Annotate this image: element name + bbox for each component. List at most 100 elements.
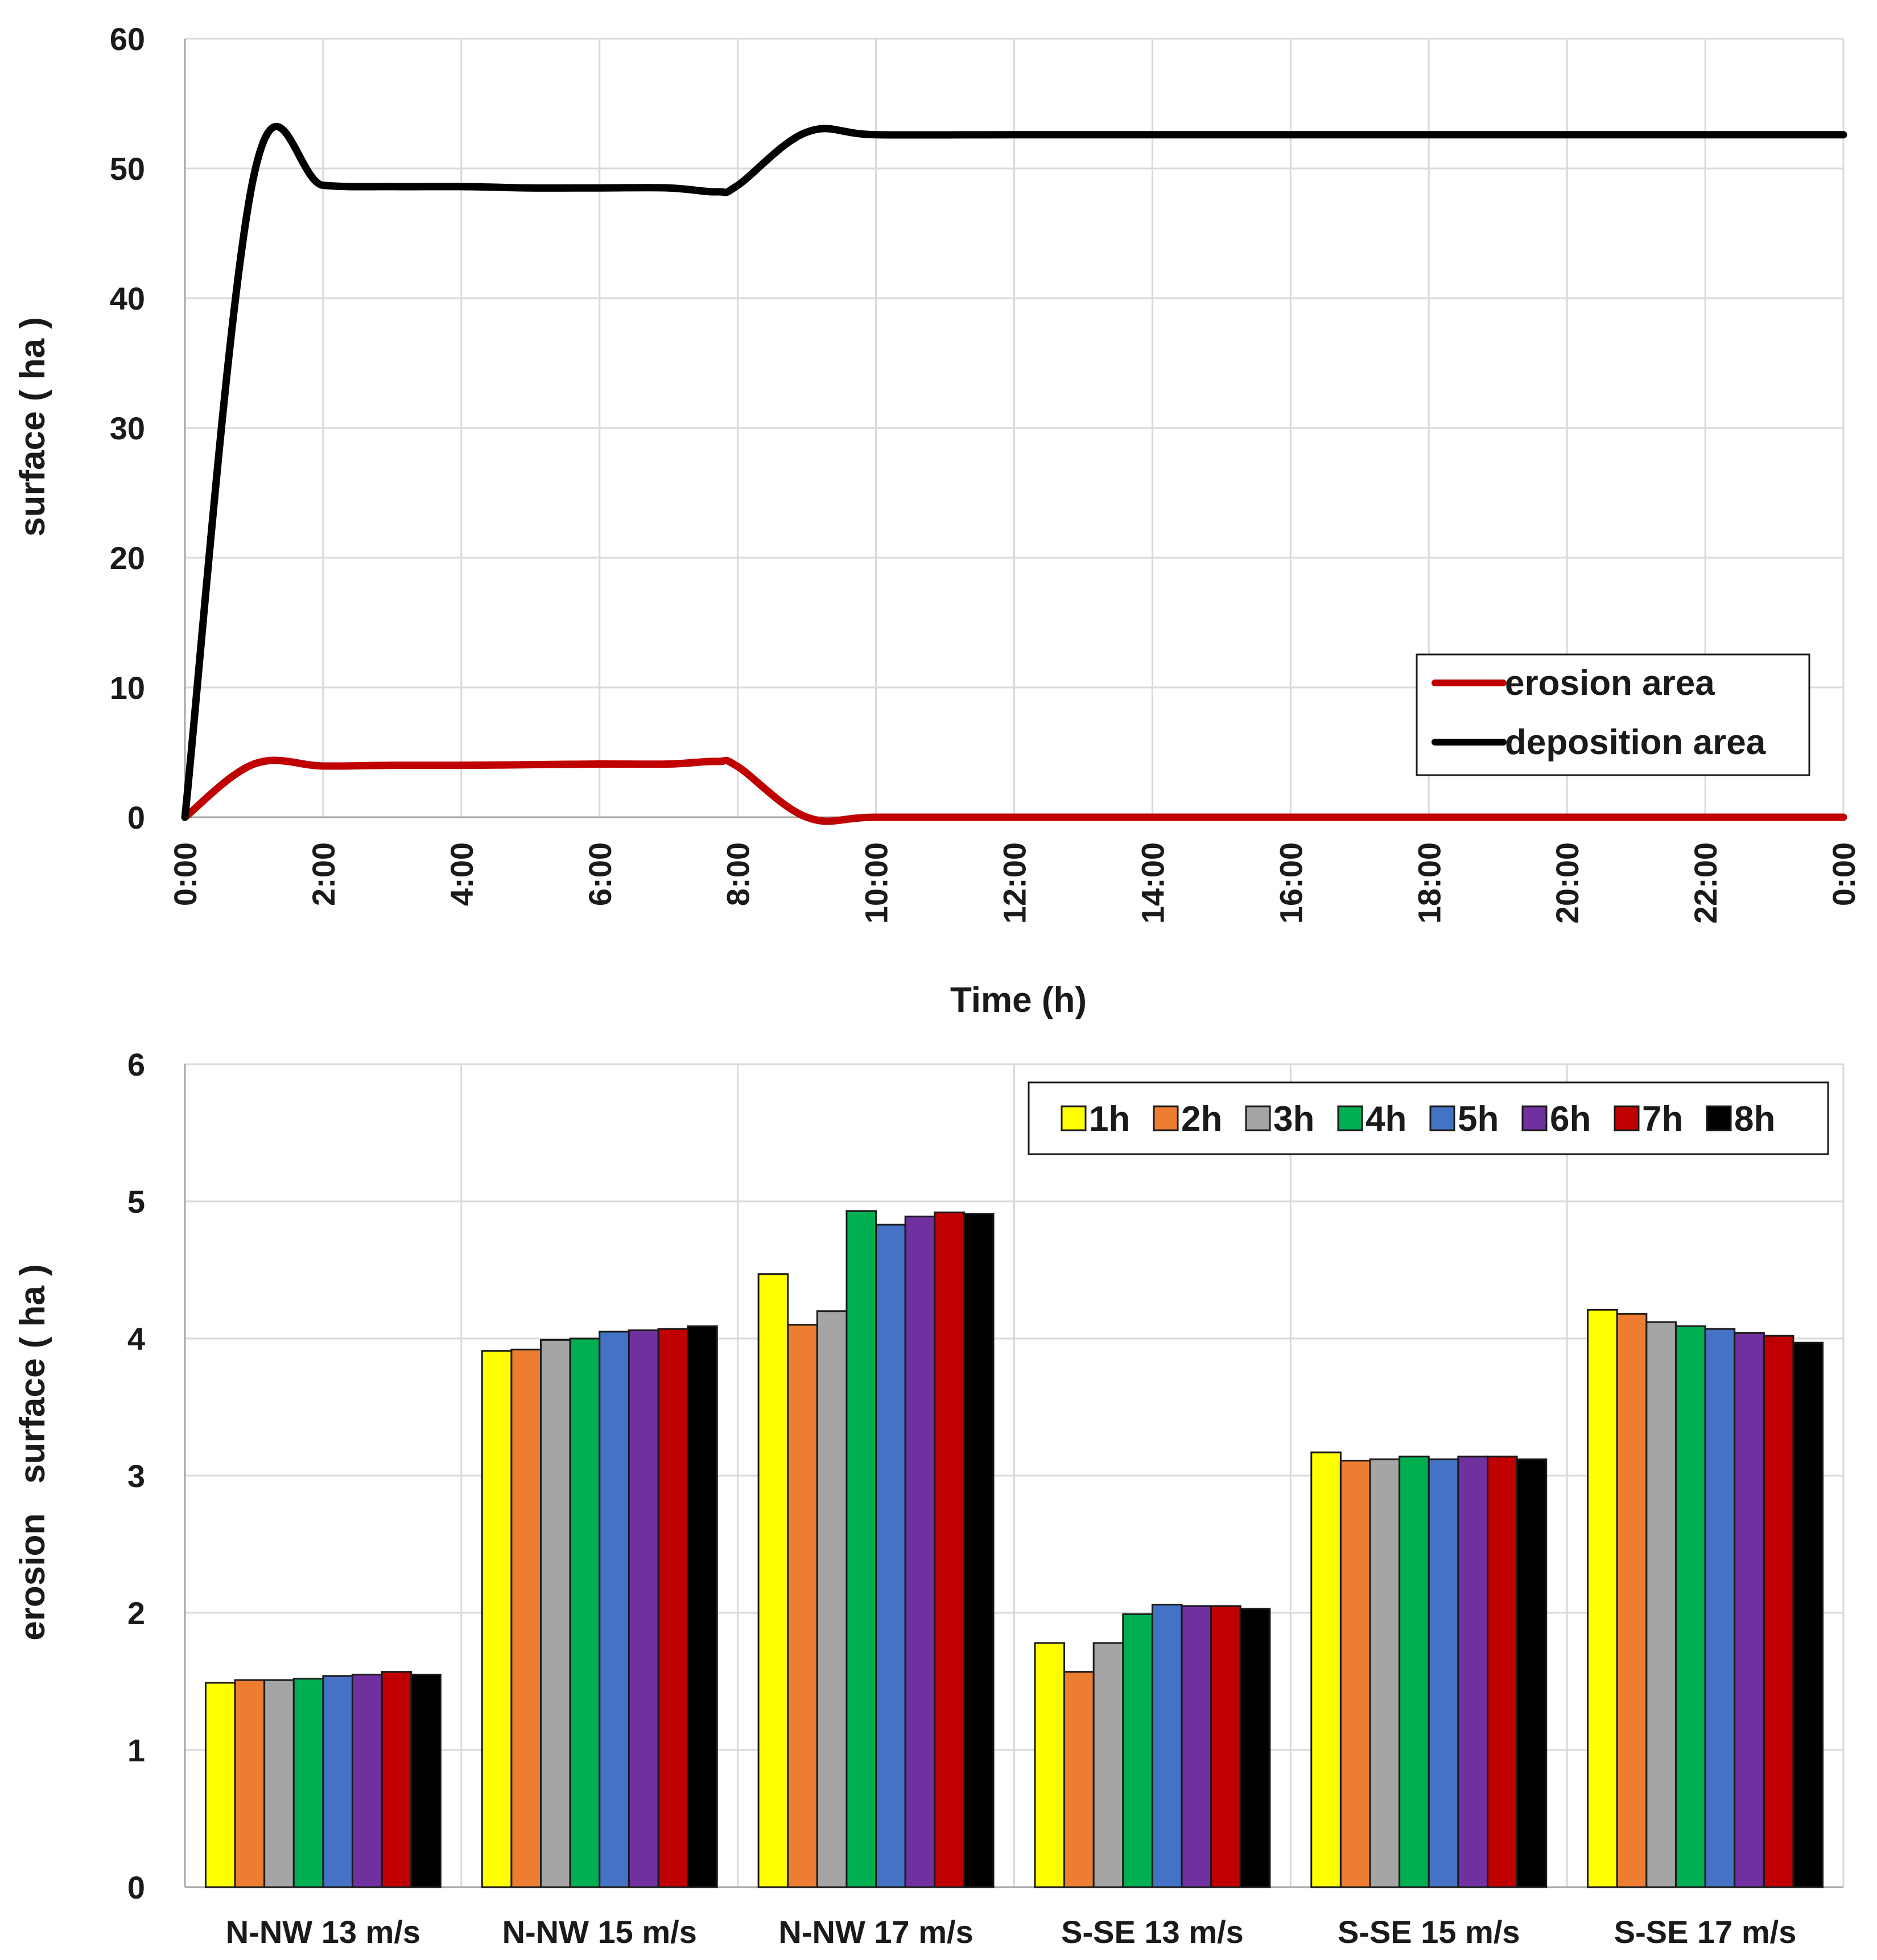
bar-s-se-15-m-s-6h [1457, 1455, 1488, 1888]
legend-label-2h: 2h [1181, 1100, 1222, 1139]
legend-label-6h: 6h [1550, 1100, 1591, 1139]
bar-s-se-13-m-s-1h [1034, 1642, 1066, 1888]
bar-s-se-17-m-s-8h [1792, 1341, 1824, 1888]
bar-n-nw-17-m-s-6h [904, 1216, 936, 1888]
bar-n-nw-17-m-s-4h [845, 1210, 877, 1888]
bar-s-se-15-m-s-3h [1369, 1458, 1401, 1888]
x-tick-label: 14:00 [1135, 842, 1170, 924]
legend-label-8h: 8h [1734, 1100, 1775, 1139]
y-tick-label: 0 [127, 800, 145, 835]
bar-chart-category-labels: N-NW 13 m/s N-NW 15 m/s N-NW 17 m/s S-SE 13… [226, 1914, 1797, 1950]
y-tick-label: 20 [110, 540, 145, 576]
x-tick-label: 10:00 [859, 842, 894, 924]
bar-n-nw-15-m-s-1h [481, 1350, 513, 1888]
bar-s-se-17-m-s-5h [1704, 1328, 1736, 1888]
bar-s-se-15-m-s-5h [1428, 1458, 1459, 1888]
legend-swatch-8h [1706, 1105, 1732, 1131]
bar-s-se-13-m-s-6h [1181, 1605, 1212, 1888]
x-tick-label: 18:00 [1411, 842, 1447, 924]
bar-chart-axes [184, 1064, 1843, 1888]
bar-s-se-13-m-s-2h [1063, 1671, 1095, 1888]
series-line-erosion-area [181, 756, 1847, 825]
category-label: S-SE 15 m/s [1338, 1914, 1520, 1950]
bar-chart: 0 1 2 3 4 5 6 N-NW 13 m/s N-NW 15 m/s N-NW 17 m/… [13, 1047, 1845, 1950]
bar-n-nw-17-m-s-7h [934, 1211, 965, 1888]
bar-n-nw-13-m-s-5h [322, 1675, 354, 1888]
category-label: S-SE 17 m/s [1614, 1914, 1797, 1950]
x-tick-label: 0:00 [1826, 842, 1862, 906]
bar-n-nw-17-m-s-2h [787, 1324, 818, 1888]
bar-n-nw-17-m-s-3h [816, 1310, 848, 1888]
bar-chart-gridlines [185, 1063, 1845, 1887]
line-chart-series [181, 122, 1847, 825]
bar-chart-bars [204, 1210, 1824, 1888]
x-tick-label: 0:00 [167, 842, 203, 906]
bar-s-se-13-m-s-3h [1092, 1642, 1124, 1888]
bar-n-nw-15-m-s-2h [510, 1348, 542, 1888]
bar-n-nw-13-m-s-8h [410, 1673, 442, 1888]
line-chart-y-axis-title: surface ( ha ) [13, 317, 52, 537]
series-line-deposition-area [181, 122, 1847, 821]
bar-s-se-13-m-s-7h [1210, 1605, 1241, 1888]
bar-s-se-15-m-s-4h [1399, 1455, 1430, 1888]
legend-swatch-3h [1245, 1105, 1271, 1131]
x-tick-label: 4:00 [444, 842, 480, 906]
legend-label-1h: 1h [1089, 1100, 1130, 1139]
bar-s-se-17-m-s-2h [1616, 1313, 1648, 1888]
bar-s-se-15-m-s-7h [1486, 1455, 1518, 1888]
y-tick-label: 3 [127, 1458, 145, 1494]
bar-n-nw-13-m-s-3h [263, 1679, 295, 1888]
bar-s-se-17-m-s-6h [1734, 1332, 1765, 1888]
bar-n-nw-13-m-s-1h [204, 1682, 236, 1888]
y-tick-label: 60 [110, 21, 145, 57]
line-chart-gridlines [185, 38, 1845, 817]
bar-s-se-13-m-s-8h [1239, 1608, 1271, 1888]
line-chart-y-tick-labels: 0 10 20 30 40 50 60 [110, 21, 145, 835]
x-tick-label: 16:00 [1273, 842, 1309, 924]
bar-chart-legend-items: 1h 2h 3h 4h 5h 6h 7h 8h [1061, 1100, 1775, 1139]
legend-label-5h: 5h [1458, 1100, 1499, 1139]
bar-n-nw-15-m-s-7h [657, 1328, 689, 1888]
y-tick-label: 5 [127, 1184, 145, 1220]
category-label: N-NW 17 m/s [778, 1914, 973, 1950]
bar-n-nw-15-m-s-8h [687, 1325, 718, 1888]
bar-chart-y-axis-title: erosion surface ( ha ) [13, 1264, 52, 1641]
y-tick-label: 50 [110, 151, 145, 187]
bar-s-se-15-m-s-1h [1310, 1451, 1342, 1888]
y-tick-label: 0 [127, 1870, 145, 1905]
bar-n-nw-17-m-s-8h [963, 1213, 995, 1888]
line-chart-legend: erosion area deposition area [1416, 653, 1810, 776]
x-tick-label: 22:00 [1688, 842, 1723, 924]
legend-swatch-4h [1337, 1105, 1363, 1131]
bar-n-nw-13-m-s-4h [292, 1678, 324, 1888]
bar-s-se-17-m-s-7h [1763, 1335, 1795, 1888]
bar-chart-legend: 1h 2h 3h 4h 5h 6h 7h 8h [1028, 1081, 1829, 1155]
x-tick-label: 8:00 [720, 842, 756, 906]
category-label: S-SE 13 m/s [1061, 1914, 1244, 1950]
legend-label-3h: 3h [1273, 1100, 1314, 1139]
y-tick-label: 2 [127, 1595, 145, 1631]
x-tick-label: 20:00 [1549, 842, 1585, 924]
y-tick-label: 6 [127, 1047, 145, 1082]
legend-label-erosion-area: erosion area [1505, 664, 1715, 703]
bar-n-nw-17-m-s-5h [875, 1224, 906, 1888]
bar-n-nw-13-m-s-6h [352, 1673, 383, 1888]
bar-s-se-13-m-s-5h [1151, 1604, 1183, 1888]
legend-swatch-1h [1061, 1105, 1087, 1131]
bar-n-nw-13-m-s-2h [234, 1679, 266, 1888]
bar-n-nw-13-m-s-7h [381, 1671, 412, 1888]
y-tick-label: 4 [127, 1321, 145, 1357]
legend-label-4h: 4h [1366, 1100, 1406, 1139]
line-chart-x-axis-title: Time (h) [950, 981, 1087, 1020]
y-tick-label: 40 [110, 281, 145, 316]
legend-label-deposition-area: deposition area [1505, 723, 1766, 762]
legend-swatch-2h [1153, 1105, 1179, 1131]
category-label: N-NW 15 m/s [502, 1914, 697, 1950]
legend-swatch-5h [1429, 1105, 1455, 1131]
bar-n-nw-15-m-s-4h [569, 1337, 601, 1888]
legend-swatch-6h [1521, 1105, 1548, 1131]
bar-n-nw-15-m-s-5h [599, 1331, 630, 1888]
bar-s-se-15-m-s-2h [1339, 1459, 1371, 1888]
bar-chart-y-tick-labels: 0 1 2 3 4 5 6 [127, 1047, 145, 1905]
